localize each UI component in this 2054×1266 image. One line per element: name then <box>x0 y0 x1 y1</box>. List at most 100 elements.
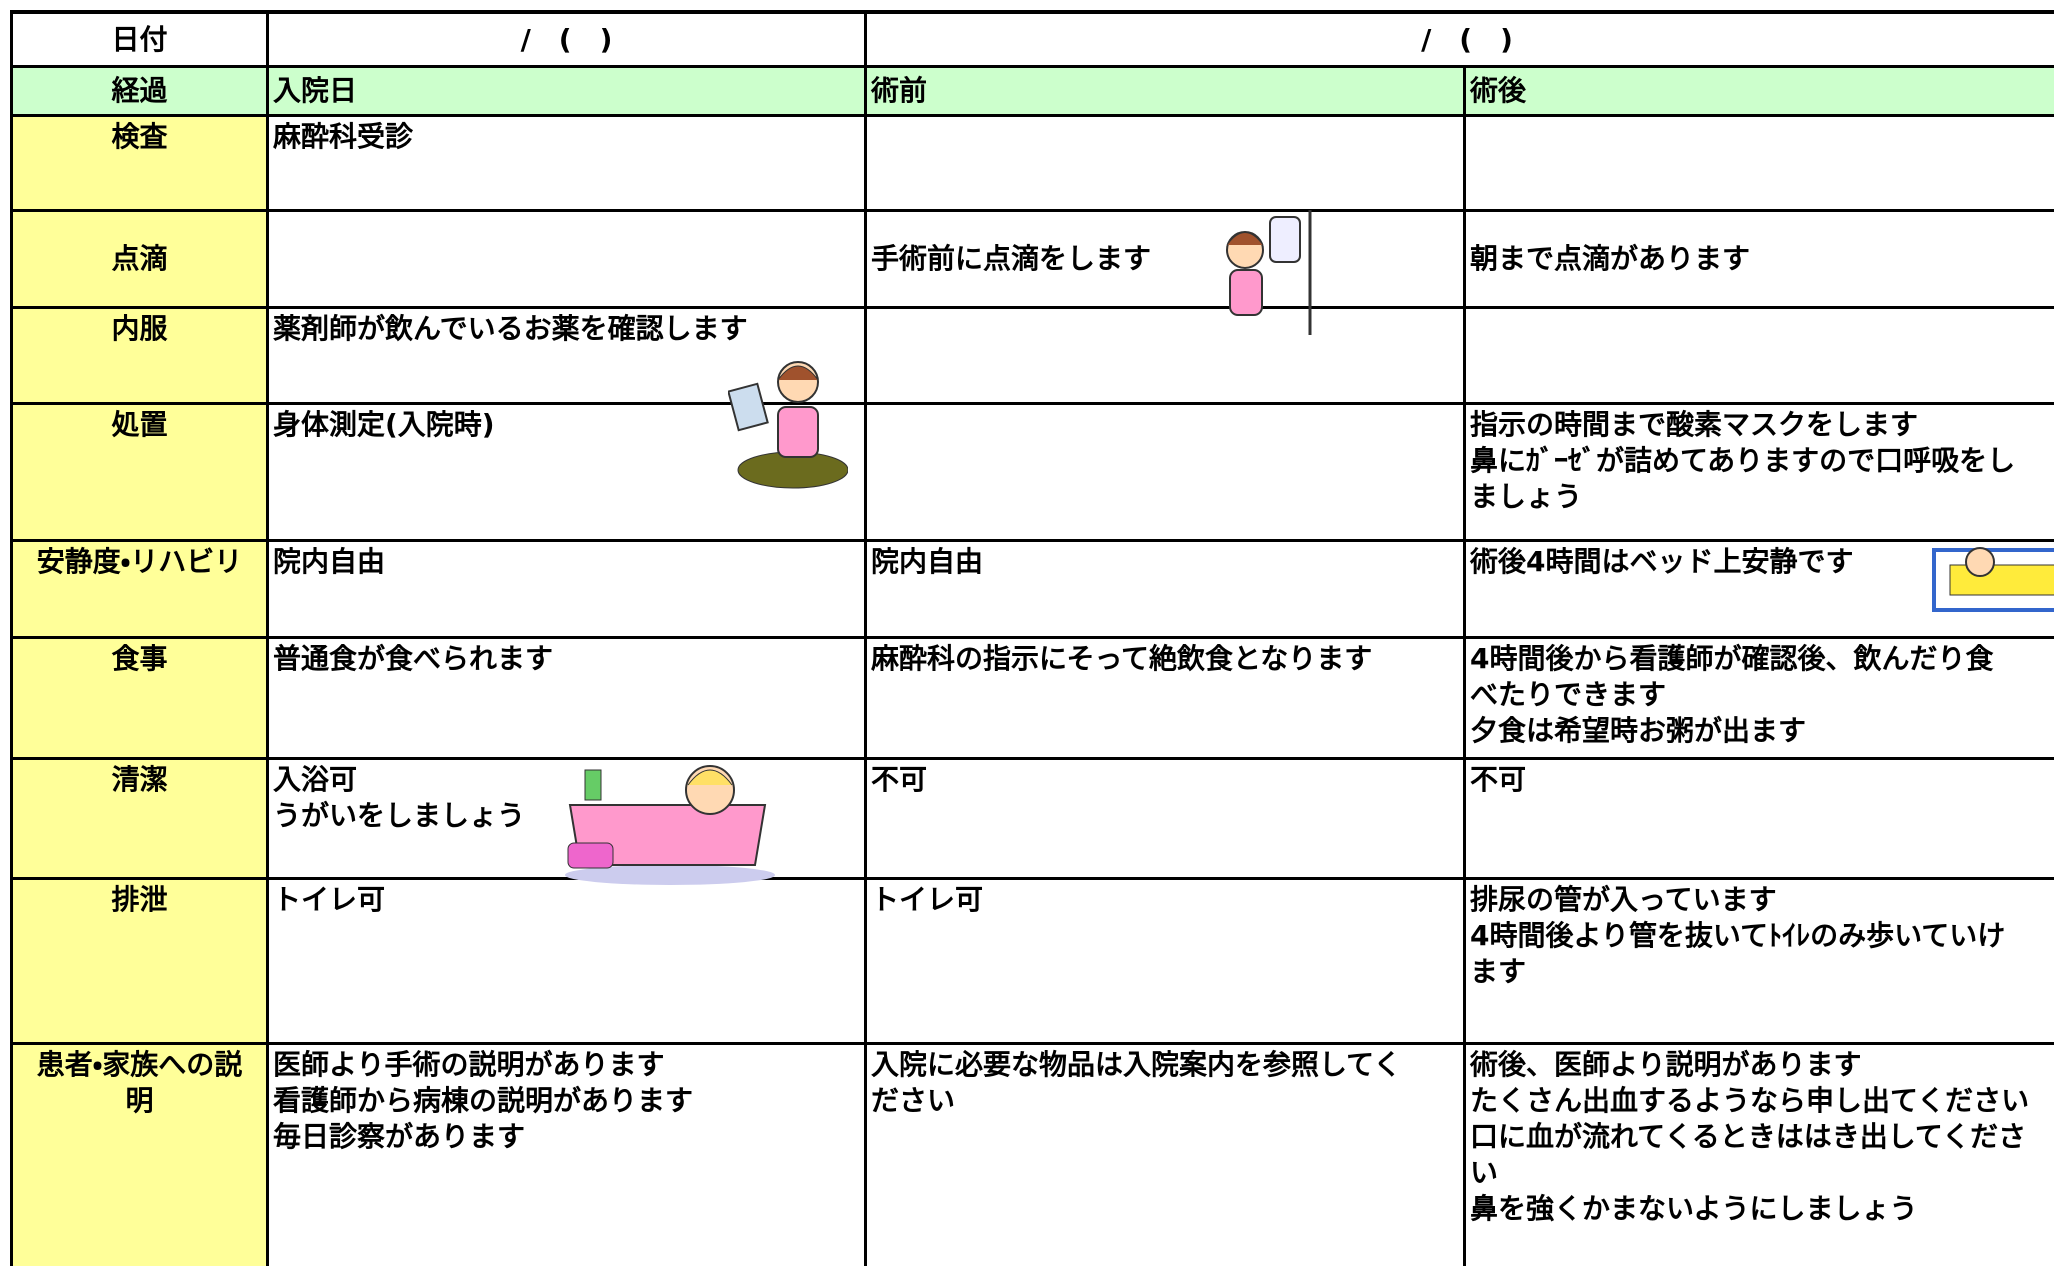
cell-text: 患者・家族への説 <box>36 1048 243 1081</box>
row-label: 検査 <box>10 117 269 212</box>
cell-text: 入院日 <box>273 74 358 107</box>
row-cell <box>867 117 1466 212</box>
cell-text: 夕食は希望時お粥が出ます <box>1470 714 1807 747</box>
cell-text: 処置 <box>111 408 168 441</box>
cell-text: 口に血が流れてくるときははき出してくださ <box>1470 1120 2027 1153</box>
row-label: 点滴 <box>10 212 269 309</box>
cell-text: うがいをしましょう <box>273 799 526 832</box>
row-cell: 入浴可 うがいをしましょう <box>269 760 867 880</box>
row-cell <box>269 212 867 309</box>
cell-text: 日付 <box>111 22 168 56</box>
cell-text: 朝まで点滴があります <box>1470 242 1751 275</box>
cell-text: 排尿の管が入っています <box>1470 883 1777 916</box>
stage-header: 入院日 <box>269 68 867 117</box>
cell-text: 院内自由 <box>871 545 984 578</box>
cell-text: 食事 <box>111 642 168 675</box>
row-cell <box>1466 117 2054 212</box>
row-label: 排泄 <box>10 880 269 1045</box>
row-cell <box>1466 309 2054 405</box>
cell-text: 術前 <box>871 74 928 107</box>
cell-text: 鼻にｶﾞｰｾﾞが詰めてありますので口呼吸をし <box>1470 444 2016 477</box>
cell-text: 麻酔科の指示にそって絶飲食となります <box>871 642 1373 675</box>
cell-text: 清潔 <box>111 763 168 796</box>
cell-text: 経過 <box>111 74 168 107</box>
row-cell: 普通食が食べられます <box>269 639 867 760</box>
row-label: 患者・家族への説明 <box>10 1045 269 1266</box>
bed-illustration <box>1932 547 2054 612</box>
cell-text: ましょう <box>1470 480 1583 513</box>
row-cell: 術後、医師より説明があります たくさん出血するようなら申し出てください 口に血が流れ… <box>1466 1045 2054 1266</box>
cell-text: トイレ可 <box>871 883 984 916</box>
row-cell: トイレ可 <box>867 880 1466 1045</box>
row-cell: 薬剤師が飲んでいるお薬を確認します <box>269 309 867 405</box>
date-cell: / ( ) <box>269 10 867 68</box>
row-cell: 不可 <box>867 760 1466 880</box>
cell-text: 身体測定(入院時) <box>273 408 495 441</box>
cell-text: 4時間後から看護師が確認後、飲んだり食 <box>1470 642 1994 675</box>
cell-text: 毎日診察があります <box>273 1120 526 1153</box>
row-cell: トイレ可 <box>269 880 867 1045</box>
row-cell <box>867 309 1466 405</box>
nurse-illustration <box>1226 210 1312 335</box>
row-cell: 院内自由 <box>867 542 1466 639</box>
row-cell: 入院に必要な物品は入院案内を参照してく ださい <box>867 1045 1466 1266</box>
cell-text: 明 <box>125 1084 154 1117</box>
progress-label: 経過 <box>10 68 269 117</box>
row-cell: 不可 <box>1466 760 2054 880</box>
stage-header: 術前 <box>867 68 1466 117</box>
cell-text: 鼻を強くかまないようにしましょう <box>1470 1192 1918 1225</box>
cell-text: 術後 <box>1470 74 1527 107</box>
cell-text: 術後、医師より説明があります <box>1470 1048 1862 1081</box>
cell-text: 院内自由 <box>273 545 386 578</box>
cell-text: 指示の時間まで酸素マスクをします <box>1470 408 1919 441</box>
row-label: 安静度・リハビリ <box>10 542 269 639</box>
cell-text: ます <box>1470 955 1527 988</box>
row-cell: 手術前に点滴をします <box>867 212 1466 309</box>
row-cell <box>867 405 1466 542</box>
cell-text: 薬剤師が飲んでいるお薬を確認します <box>273 312 748 345</box>
row-cell: 身体測定(入院時) <box>269 405 867 542</box>
row-cell: 朝まで点滴があります <box>1466 212 2054 309</box>
row-cell: 院内自由 <box>269 542 867 639</box>
cell-text: 麻酔科受診 <box>273 120 414 153</box>
cell-text: 不可 <box>1470 763 1527 796</box>
cell-text: 検査 <box>111 120 168 153</box>
cell-text: 点滴 <box>111 242 168 275</box>
cell-text: 安静度・リハビリ <box>36 545 243 578</box>
cell-text: 不可 <box>871 763 928 796</box>
cell-text: 普通食が食べられます <box>273 642 554 675</box>
row-cell: 麻酔科受診 <box>269 117 867 212</box>
cell-text: トイレ可 <box>273 883 386 916</box>
date-cell: / ( ) <box>867 10 2054 68</box>
row-cell: 排尿の管が入っています 4時間後より管を抜いてﾄｲﾚのみ歩いていけ ます <box>1466 880 2054 1045</box>
row-cell: 4時間後から看護師が確認後、飲んだり食 べたりできます 夕食は希望時お粥が出ます <box>1466 639 2054 760</box>
cell-text: い <box>1470 1156 1499 1189</box>
pharmacist-illustration <box>728 361 848 489</box>
cell-text: / ( ) <box>1421 22 1513 56</box>
row-cell: 指示の時間まで酸素マスクをします 鼻にｶﾞｰｾﾞが詰めてありますので口呼吸をし まし… <box>1466 405 2054 542</box>
cell-text: ださい <box>871 1084 956 1117</box>
row-cell: 医師より手術の説明があります 看護師から病棟の説明があります 毎日診察があります <box>269 1045 867 1266</box>
cell-text: 入院に必要な物品は入院案内を参照してく <box>871 1048 1402 1081</box>
cell-text: 術後4時間はベッド上安静です <box>1470 545 1854 578</box>
cell-text: 排泄 <box>111 883 168 916</box>
cell-text: 内服 <box>111 312 168 345</box>
cell-text: 医師より手術の説明があります <box>273 1048 665 1081</box>
cell-text: 看護師から病棟の説明があります <box>273 1084 694 1117</box>
row-cell: 術後4時間はベッド上安静です <box>1466 542 2054 639</box>
bath-illustration <box>565 765 775 885</box>
row-label: 処置 <box>10 405 269 542</box>
cell-text: 手術前に点滴をします <box>871 242 1152 275</box>
cell-text: 入浴可 <box>273 763 358 796</box>
cell-text: べたりできます <box>1470 678 1667 711</box>
row-cell: 麻酔科の指示にそって絶飲食となります <box>867 639 1466 760</box>
cell-text: / ( ) <box>520 22 613 56</box>
date-label: 日付 <box>10 10 269 68</box>
row-label: 食事 <box>10 639 269 760</box>
row-label: 清潔 <box>10 760 269 880</box>
row-label: 内服 <box>10 309 269 405</box>
cell-text: たくさん出血するようなら申し出てください <box>1470 1084 2030 1117</box>
cell-text: 4時間後より管を抜いてﾄｲﾚのみ歩いていけ <box>1470 919 2006 952</box>
stage-header: 術後 <box>1466 68 2054 117</box>
